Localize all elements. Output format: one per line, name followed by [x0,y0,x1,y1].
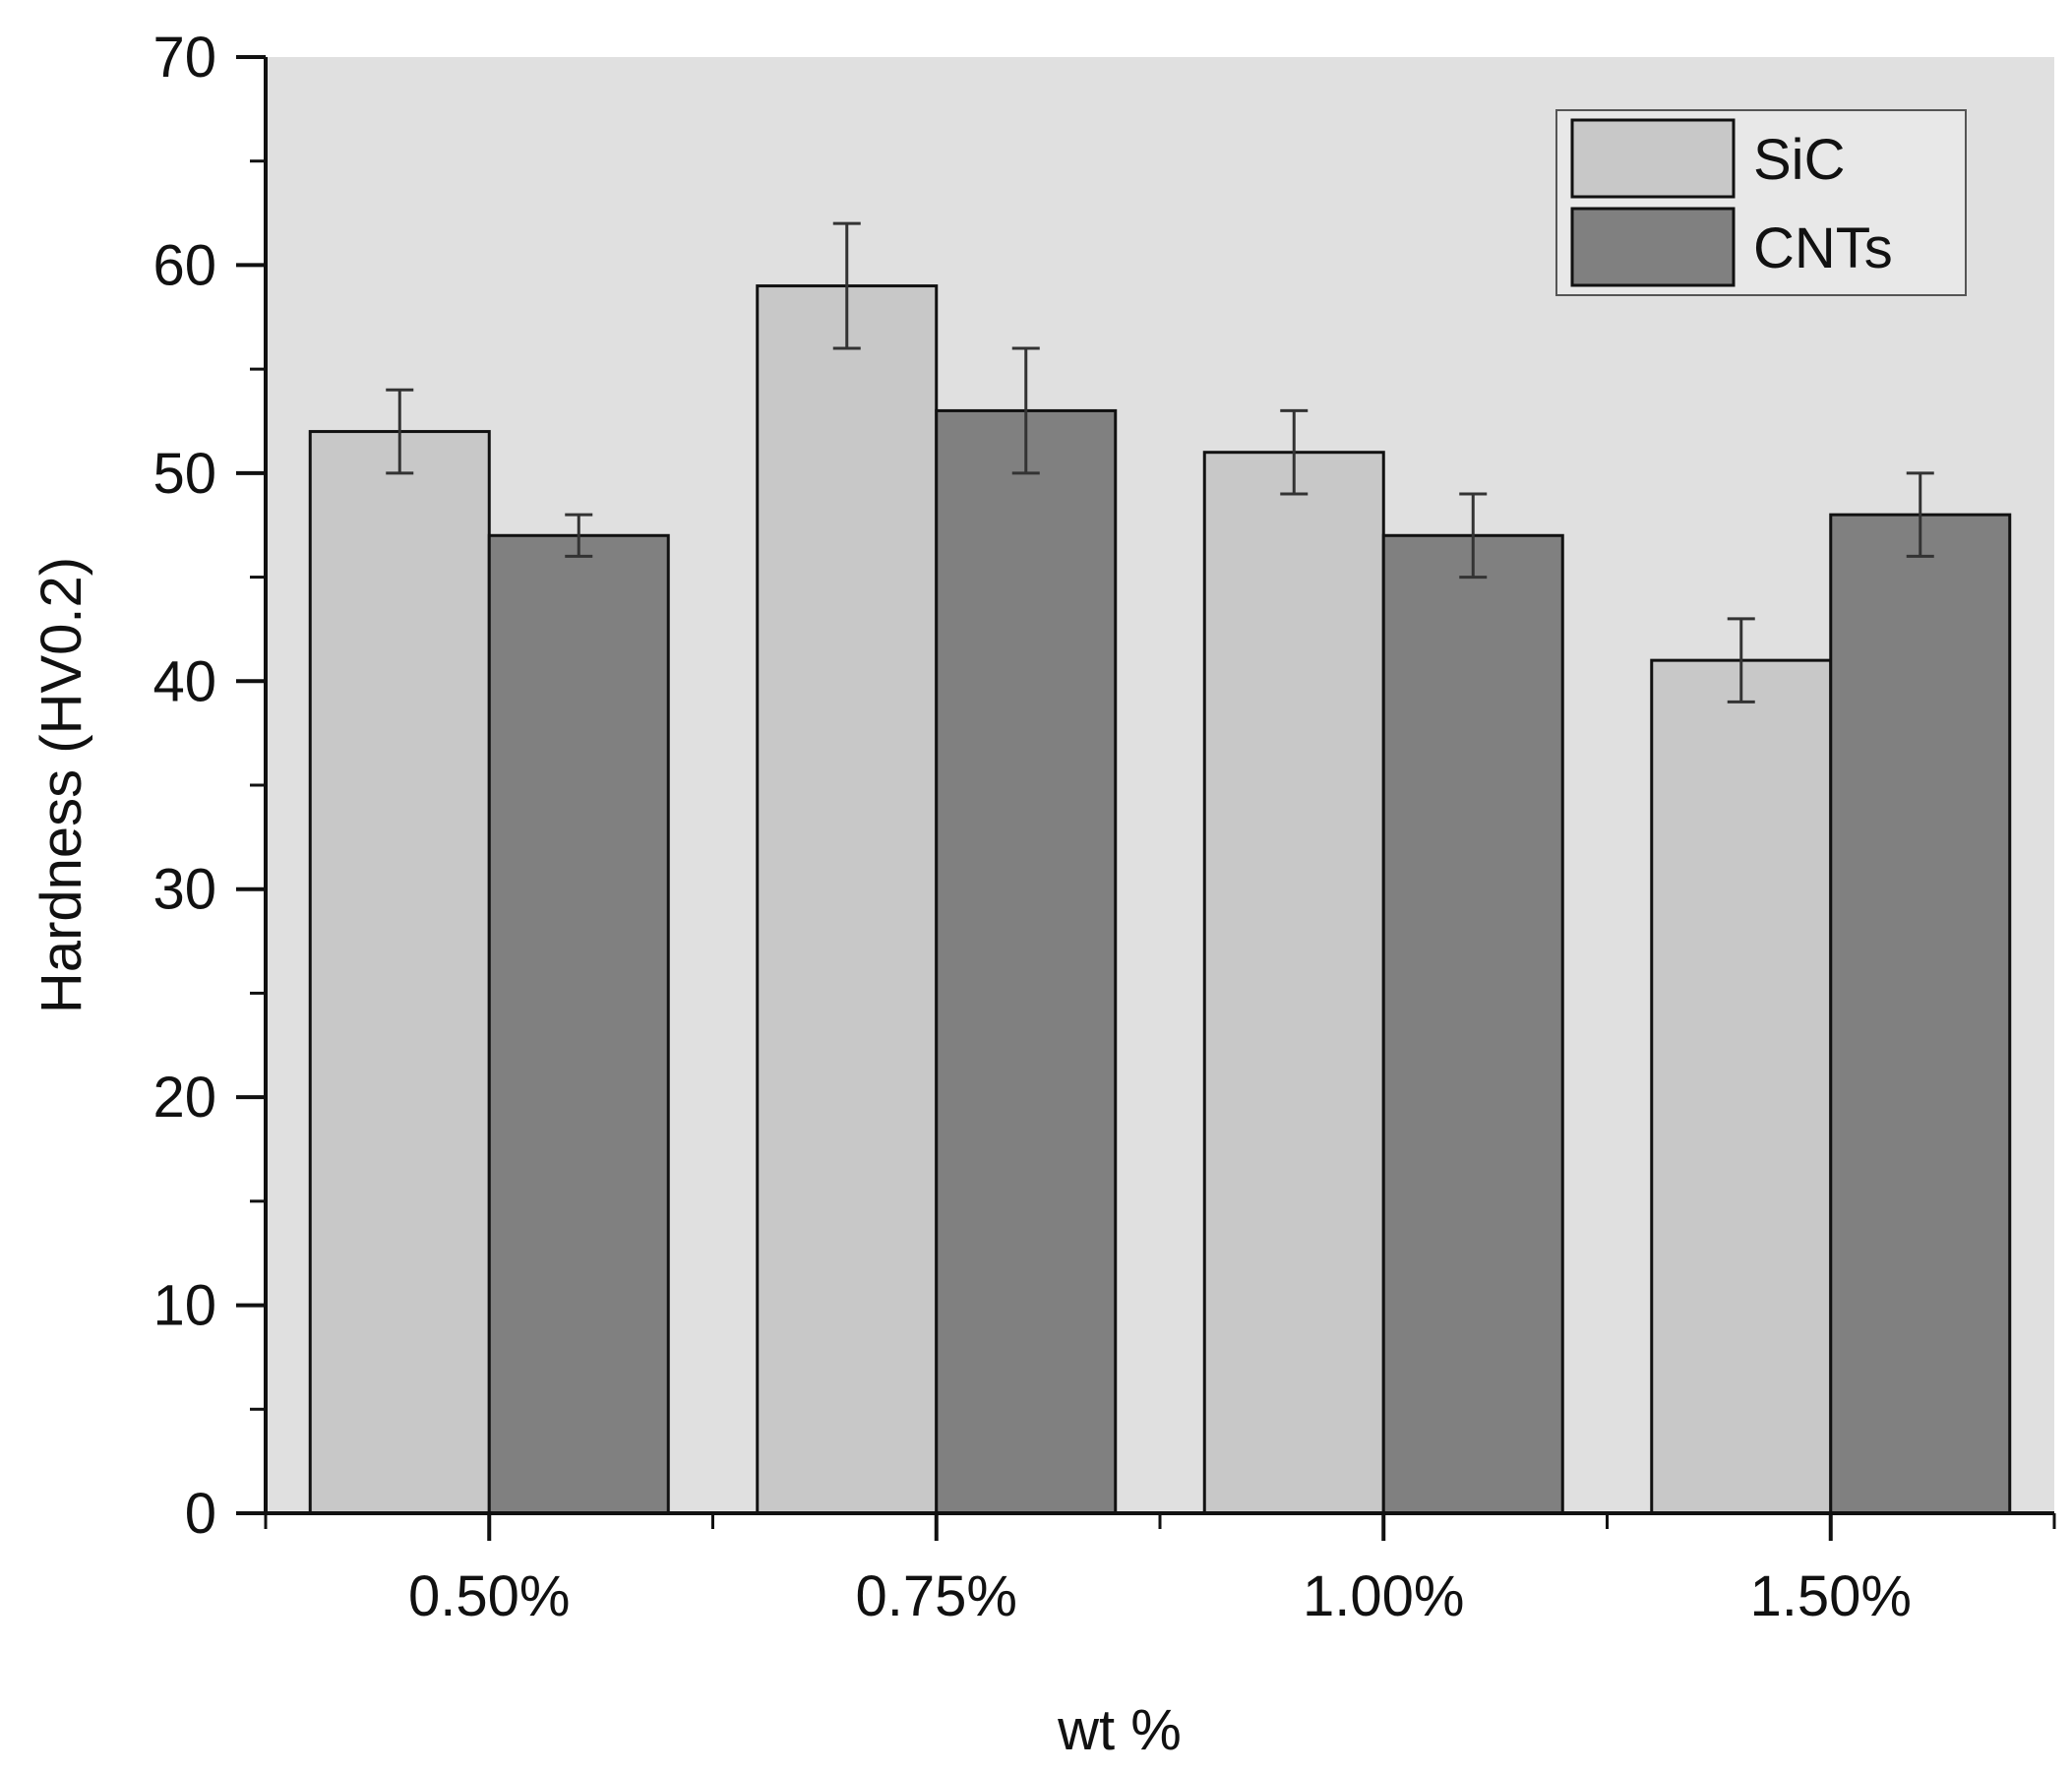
y-tick-label: 50 [152,442,216,506]
error-bar-cnts-0 [565,513,593,558]
y-tick-label: 60 [152,233,216,297]
y-tick-label: 40 [152,649,216,713]
error-bar-sic-1 [832,221,861,350]
error-bar-sic-3 [1727,617,1755,703]
bar-cnts-2 [1381,533,1564,1515]
bar-cnts-1 [935,408,1118,1515]
x-tick-label: 1.00% [1303,1564,1464,1628]
x-tick-label: 0.50% [408,1564,570,1628]
bar-sic-3 [1650,658,1833,1515]
y-tick-label: 10 [152,1274,216,1338]
bar-cnts-3 [1829,513,2012,1515]
error-bars-layer [386,221,1934,703]
y-axis-title: Hardness (HV0.2) [30,557,93,1013]
error-bar-cnts-1 [1011,346,1040,475]
y-tick-label: 30 [152,858,216,922]
bar-cnts-0 [487,533,670,1515]
error-bar-sic-0 [386,388,414,475]
error-bar-cnts-3 [1906,471,1934,558]
y-tick-label: 20 [152,1066,216,1130]
legend-swatch-cnts [1570,207,1736,287]
legend-swatch-sic [1570,118,1736,199]
bars-layer [308,284,2012,1515]
y-tick-label: 0 [185,1482,216,1546]
x-tick-label: 1.50% [1750,1564,1912,1628]
bar-sic-1 [756,284,939,1515]
error-bar-sic-2 [1280,408,1309,496]
x-axis-title: wt % [1057,1698,1182,1762]
bar-sic-0 [308,430,491,1515]
legend-label-cnts: CNTs [1753,216,1893,280]
y-tick-label: 70 [152,26,216,90]
error-bar-cnts-2 [1459,492,1488,580]
x-tick-label: 0.75% [856,1564,1017,1628]
legend-label-sic: SiC [1753,128,1845,192]
bar-sic-2 [1202,451,1385,1515]
ticks-layer: 0 10 20 30 40 50 60 70 0.50% 0.75% 1.00% 1.50% [152,26,2056,1628]
legend: SiC CNTs [1555,109,1967,296]
